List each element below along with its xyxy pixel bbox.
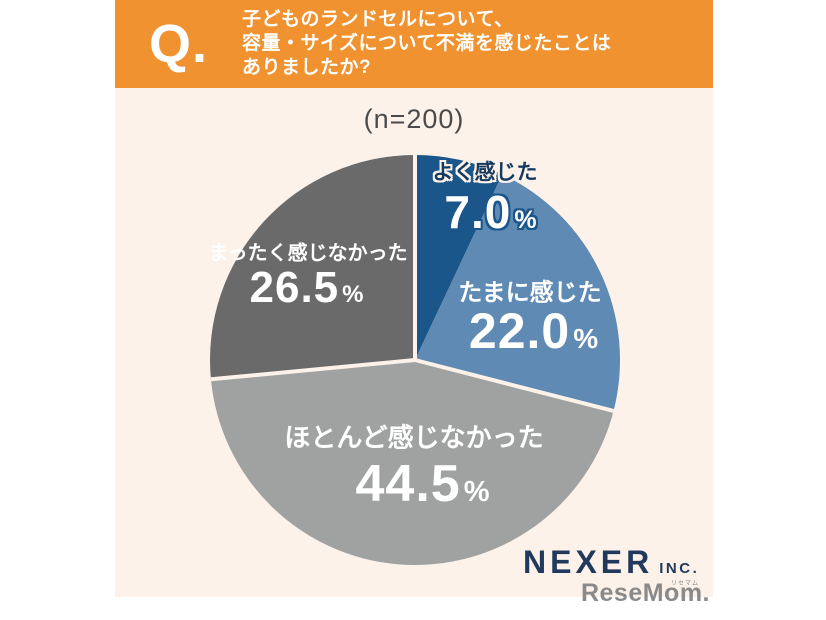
chart-area: (n=200) よく感じた 7.0% たまに感じた 22.0% ほとんど感じなか… [115, 88, 713, 597]
slice-label-often-felt: よく感じた [432, 161, 538, 184]
question-line-3: ありましたか? [242, 57, 372, 78]
pie-chart [210, 155, 620, 566]
percent-sign: % [514, 206, 538, 234]
question-line-1: 子どものランドセルについて、 [242, 9, 514, 30]
slice-value-hardly-felt: 44.5% [355, 454, 490, 514]
pie-slice [210, 155, 415, 380]
content-panel: Q. 子どものランドセルについて、 容量・サイズについて不満を感じたことは あり… [115, 0, 713, 606]
pie-slice [415, 174, 620, 411]
question-header: Q. 子どものランドセルについて、 容量・サイズについて不満を感じたことは あり… [115, 0, 713, 88]
slice-value-sometimes-felt: 22.0% [469, 302, 599, 360]
percent-sign: % [573, 323, 600, 354]
slice-label-sometimes-felt: たまに感じた [458, 279, 602, 307]
nexer-logo-suffix: INC. [659, 560, 700, 577]
question-line-2: 容量・サイズについて不満を感じたことは [242, 33, 612, 54]
percent-sign: % [342, 281, 365, 308]
slice-value-number: 22.0 [468, 303, 571, 359]
percent-sign: % [463, 476, 491, 508]
pie-slice [415, 155, 503, 360]
pie-slice [210, 360, 614, 566]
slice-value-number: 7.0 [444, 186, 512, 238]
resemom-logo-ruby: リセマム [670, 581, 699, 587]
slice-value-number: 26.5 [249, 263, 340, 312]
pie-slice-separator [414, 358, 615, 413]
nexer-logo: NEXER INC. [523, 546, 699, 578]
pie-slice-separator [210, 358, 416, 382]
slice-value-often-felt: 7.0% [444, 185, 537, 239]
slice-value-never-felt: 26.5% [250, 263, 365, 313]
resemom-logo-name: ReseMom. [580, 579, 710, 607]
question-text: 子どものランドセルについて、 容量・サイズについて不満を感じたことは ありました… [242, 8, 611, 80]
sample-size-label: (n=200) [363, 104, 465, 134]
nexer-logo-name: NEXER [523, 544, 654, 580]
slice-label-never-felt: まったく感じなかった [208, 242, 408, 265]
resemom-logo: リセマム ReseMom. [581, 581, 710, 606]
slice-value-number: 44.5 [355, 455, 461, 513]
q-mark: Q. [149, 14, 209, 74]
slice-label-hardly-felt: ほとんど感じなかった [284, 422, 544, 453]
